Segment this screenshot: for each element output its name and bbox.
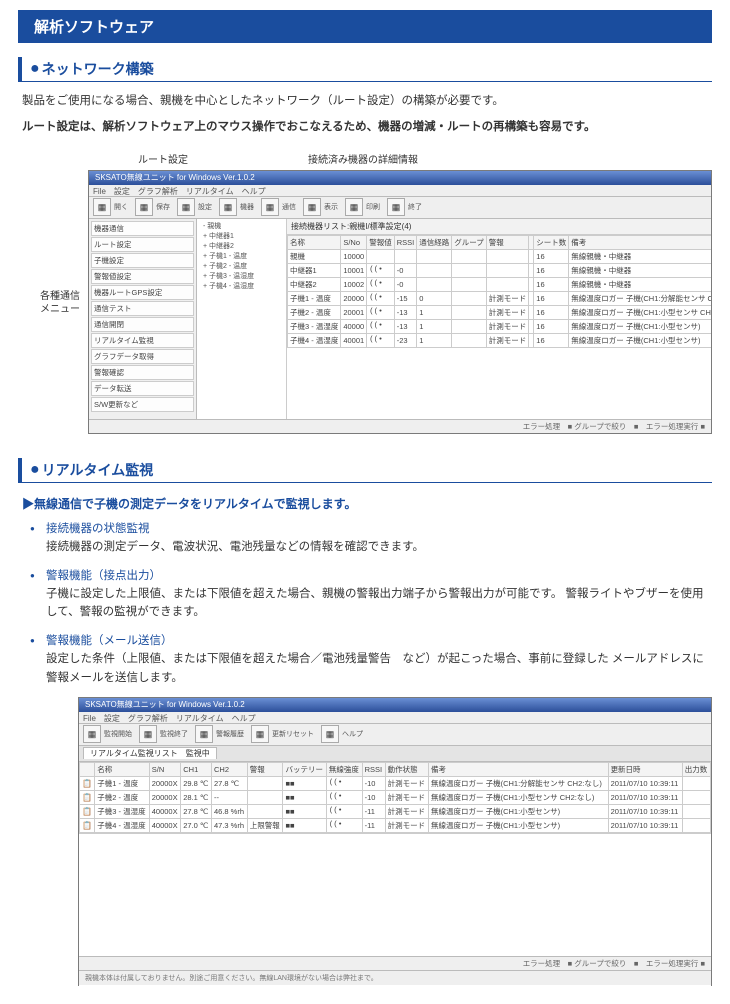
toolbar-button[interactable]: ▦ — [93, 198, 111, 216]
app-window-1: SKSATO無線ユニット for Windows Ver.1.0.2 File 設… — [88, 170, 712, 434]
sidebar-item[interactable]: 警報値設定 — [91, 269, 194, 284]
sidebar-item[interactable]: データ転送 — [91, 381, 194, 396]
sidebar-item[interactable]: S/W更新など — [91, 397, 194, 412]
toolbar-button[interactable]: ▦ — [261, 198, 279, 216]
menu-item[interactable]: 設定 — [114, 187, 130, 196]
side-label: 各種通信 メニュー — [36, 290, 84, 316]
toolbar-button[interactable]: ▦ — [251, 725, 269, 743]
toolbar-button[interactable]: ▦ — [303, 198, 321, 216]
sidebar-menu[interactable]: 機器通信ルート設定子機設定警報値設定機器ルートGPS設定通信テスト通信開閉リアル… — [89, 219, 197, 419]
menu-item[interactable]: 設定 — [104, 714, 120, 723]
menu-bar[interactable]: File 設定グラフ解析リアルタイムヘルプ — [89, 185, 711, 197]
sidebar-item[interactable]: ルート設定 — [91, 237, 194, 252]
feature-item: 警報機能（接点出力）子機に設定した上限値、または下限値を超えた場合、親機の警報出… — [46, 567, 712, 622]
annot-detail-label: 接続済み機器の詳細情報 — [308, 151, 418, 166]
device-grid[interactable]: 名称S/No警報値RSSI通信経路グループ警報 シート数備考更新日時時刻親機10… — [287, 235, 711, 348]
menu-bar[interactable]: File 設定グラフ解析リアルタイムヘルプ — [79, 712, 711, 724]
feature-item: 警報機能（メール送信）設定した条件（上限値、または下限値を超えた場合／電池残量警… — [46, 632, 712, 687]
page-title: 解析ソフトウェア — [18, 10, 712, 43]
toolbar-button[interactable]: ▦ — [83, 725, 101, 743]
status-bar: エラー処理 ■ グループで絞り ■ エラー処理実行 ■ — [89, 419, 711, 433]
menu-item[interactable]: グラフ解析 — [138, 187, 178, 196]
main-pane: - 親機 + 中継器1 + 中継器2 + 子機1 - 温度 + 子機2 - 温度… — [197, 219, 711, 419]
table-row[interactable]: 📋子機4 - 温湿度40000X27.0 ℃47.3 %rh上限警報■■((•-… — [80, 818, 711, 832]
title-bar[interactable]: SKSATO無線ユニット for Windows Ver.1.0.2 — [79, 698, 711, 712]
status-bar: エラー処理 ■ グループで絞り ■ エラー処理実行 ■ — [79, 956, 711, 970]
sidebar-item[interactable]: 通信テスト — [91, 301, 194, 316]
table-row[interactable]: 中継器110001((•-016無線親機・中継器1594393072 — [288, 263, 712, 277]
bullet-icon: ● — [30, 60, 40, 78]
toolbar-button[interactable]: ▦ — [219, 198, 237, 216]
section1-body1: 製品をご使用になる場合、親機を中心としたネットワーク（ルート設定）の構築が必要で… — [18, 92, 712, 110]
tree-node[interactable]: - 親機 — [199, 221, 284, 231]
section-network-title: ● ネットワーク構築 — [18, 57, 712, 82]
sidebar-item[interactable]: 通信開閉 — [91, 317, 194, 332]
table-row[interactable]: 子機1 - 温度20000((•-150計測モード16無線温度ロガー 子機(CH… — [288, 291, 712, 305]
feature-item: 接続機器の状態監視接続機器の測定データ、電波状況、電池残量などの情報を確認できま… — [46, 520, 712, 557]
toolbar[interactable]: ▦開く▦保存▦設定▦機器▦通信▦表示▦印刷▦終了 — [89, 197, 711, 219]
feature-list: 接続機器の状態監視接続機器の測定データ、電波状況、電池残量などの情報を確認できま… — [18, 520, 712, 687]
toolbar-button[interactable]: ▦ — [135, 198, 153, 216]
toolbar-button[interactable]: ▦ — [195, 725, 213, 743]
toolbar-button[interactable]: ▦ — [177, 198, 195, 216]
table-row[interactable]: 📋子機3 - 温湿度40000X27.8 ℃46.8 %rh■■((•-11計測… — [80, 804, 711, 818]
sidebar-item[interactable]: 子機設定 — [91, 253, 194, 268]
toolbar[interactable]: ▦監視開始▦監視終了▦警報履歴▦更新リセット▦ヘルプ — [79, 724, 711, 746]
menu-item[interactable]: File — [93, 187, 106, 196]
table-row[interactable]: 📋子機2 - 温度20000X28.1 ℃--■■((•-10計測モード無線温度… — [80, 790, 711, 804]
table-row[interactable]: 子機4 - 温湿度40001((•-231計測モード16無線温度ロガー 子機(C… — [288, 333, 712, 347]
menu-item[interactable]: ヘルプ — [232, 714, 256, 723]
realtime-grid[interactable]: 名称S/NCH1CH2警報バッテリー無線強度RSSI動作状態備考更新日時出力数📋… — [79, 762, 711, 833]
tree-node[interactable]: + 中継器2 — [199, 241, 284, 251]
title-bar[interactable]: SKSATO無線ユニット for Windows Ver.1.0.2 — [89, 171, 711, 185]
footnote: 親機本体は付属しておりません。別途ご用意ください。無線LAN環境がない場合は弊社… — [79, 970, 711, 985]
sidebar-item[interactable]: 機器ルートGPS設定 — [91, 285, 194, 300]
tree-node[interactable]: + 子機1 - 温度 — [199, 251, 284, 261]
tree-node[interactable]: + 中継器1 — [199, 231, 284, 241]
toolbar-button[interactable]: ▦ — [387, 198, 405, 216]
sidebar-item[interactable]: グラフデータ取得 — [91, 349, 194, 364]
sidebar-item[interactable]: 警報確認 — [91, 365, 194, 380]
tab-bar[interactable]: リアルタイム監視リスト 監視中 — [79, 746, 711, 762]
section-realtime-title: ● リアルタイム監視 — [18, 458, 712, 483]
bullet-icon: ● — [30, 461, 40, 479]
menu-item[interactable]: File — [83, 714, 96, 723]
tree-node[interactable]: + 子機2 - 温度 — [199, 261, 284, 271]
table-row[interactable]: 📋子機1 - 温度20000X29.8 ℃27.8 ℃■■((•-10計測モード… — [80, 776, 711, 790]
table-row[interactable]: 中継器210002((•-016無線親機・中継器1594393099 — [288, 277, 712, 291]
app-window-2: SKSATO無線ユニット for Windows Ver.1.0.2 File 設… — [78, 697, 712, 986]
annot-route-label: ルート設定 — [138, 151, 208, 166]
menu-item[interactable]: グラフ解析 — [128, 714, 168, 723]
toolbar-button[interactable]: ▦ — [321, 725, 339, 743]
menu-item[interactable]: リアルタイム — [186, 187, 234, 196]
toolbar-button[interactable]: ▦ — [139, 725, 157, 743]
table-row[interactable]: 子機3 - 温湿度40000((•-131計測モード16無線温度ロガー 子機(C… — [288, 319, 712, 333]
table-row[interactable]: 親機1000016無線親機・中継器1594393070 — [288, 249, 712, 263]
toolbar-button[interactable]: ▦ — [345, 198, 363, 216]
tree-node[interactable]: + 子機4 - 温湿度 — [199, 281, 284, 291]
table-row[interactable]: 子機2 - 温度20001((•-131計測モード16無線温度ロガー 子機(CH… — [288, 305, 712, 319]
device-tree[interactable]: - 親機 + 中継器1 + 中継器2 + 子機1 - 温度 + 子機2 - 温度… — [197, 219, 287, 419]
grid-title: 接続機器リスト:親機I/標準設定(4) — [287, 219, 711, 235]
sidebar-item[interactable]: リアルタイム監視 — [91, 333, 194, 348]
section1-body2: ルート設定は、解析ソフトウェア上のマウス操作でおこなえるため、機器の増減・ルート… — [18, 118, 712, 136]
menu-item[interactable]: リアルタイム — [176, 714, 224, 723]
annotations: ルート設定 接続済み機器の詳細情報 — [18, 151, 712, 166]
tree-node[interactable]: + 子機3 - 温湿度 — [199, 271, 284, 281]
realtime-subheading: ▶無線通信で子機の測定データをリアルタイムで監視します。 — [22, 495, 712, 512]
sidebar-item[interactable]: 機器通信 — [91, 221, 194, 236]
menu-item[interactable]: ヘルプ — [242, 187, 266, 196]
